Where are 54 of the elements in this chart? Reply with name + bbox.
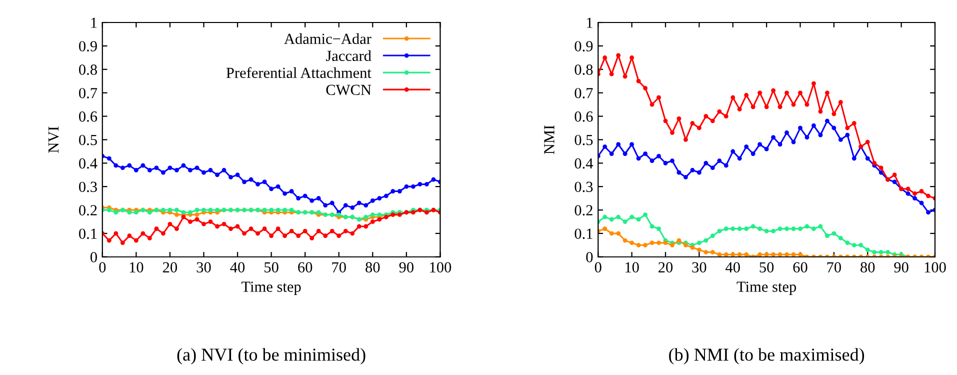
x-tick-label: 60 [793, 262, 808, 272]
legend-label: CWCN [326, 84, 372, 96]
y-tick-label: 0.3 [79, 182, 97, 192]
y-tick-label: 0.3 [574, 182, 593, 192]
x-tick-label: 30 [692, 262, 706, 272]
y-tick-label: 0.9 [79, 41, 97, 52]
y-tick-label: 0 [586, 252, 593, 262]
y-tick-label: 0 [90, 252, 97, 262]
y-tick-label: 0.7 [574, 88, 593, 98]
y-tick-label: 0.7 [79, 88, 98, 98]
x-tick-label: 60 [298, 262, 312, 272]
x-tick-label: 40 [726, 262, 740, 272]
y-tick-label: 0.4 [79, 158, 98, 169]
x-tick-label: 30 [196, 262, 211, 272]
y-tick-label: 0.8 [574, 64, 593, 75]
x-tick-label: 100 [430, 262, 452, 272]
x-tick-label: 0 [594, 262, 602, 272]
x-tick-label: 10 [626, 262, 639, 272]
x-tick-label: 0 [99, 262, 106, 272]
legend-label: Preferential Attachment [226, 67, 372, 78]
legend-label: Adamic−Adar [284, 33, 372, 44]
x-tick-label: 90 [399, 262, 414, 272]
x-tick-label: 80 [860, 262, 875, 272]
y-tick-label: 0.1 [79, 228, 97, 239]
y-tick-label: 0.8 [79, 64, 97, 75]
x-tick-label: 40 [230, 262, 245, 272]
x-tick-label: 50 [760, 262, 774, 272]
x-axis-title: Time step [736, 282, 796, 295]
text: (a) NVI (to be minimised) [177, 348, 366, 364]
y-tick-label: 0.6 [79, 111, 98, 122]
x-tick-label: 90 [894, 262, 908, 272]
y-tick-label: 0.5 [79, 134, 97, 146]
legend-label: Jaccard [326, 50, 372, 62]
x-tick-label: 10 [130, 262, 144, 272]
y-axis-title: NMI [544, 125, 554, 154]
text: (b) NMI (to be maximised) [669, 348, 864, 364]
x-tick-label: 80 [366, 262, 380, 272]
y-tick-label: 0.2 [79, 205, 97, 216]
y-tick-label: 0.4 [574, 158, 594, 169]
y-tick-label: 0.5 [574, 134, 593, 146]
x-tick-label: 20 [162, 262, 178, 272]
x-tick-label: 50 [264, 262, 278, 272]
y-tick-label: 0.2 [574, 205, 592, 216]
x-tick-label: 20 [658, 262, 673, 272]
y-axis-title: NVI [48, 126, 59, 153]
x-tick-label: 70 [827, 262, 841, 272]
y-tick-label: 0.6 [574, 111, 593, 122]
x-axis-title: Time step [242, 282, 301, 295]
y-tick-label: 1 [586, 18, 592, 28]
y-tick-label: 0.1 [574, 228, 592, 239]
y-tick-label: 0.9 [574, 41, 593, 52]
x-tick-label: 100 [924, 262, 946, 272]
x-tick-label: 70 [332, 262, 346, 272]
y-tick-label: 1 [91, 18, 97, 28]
